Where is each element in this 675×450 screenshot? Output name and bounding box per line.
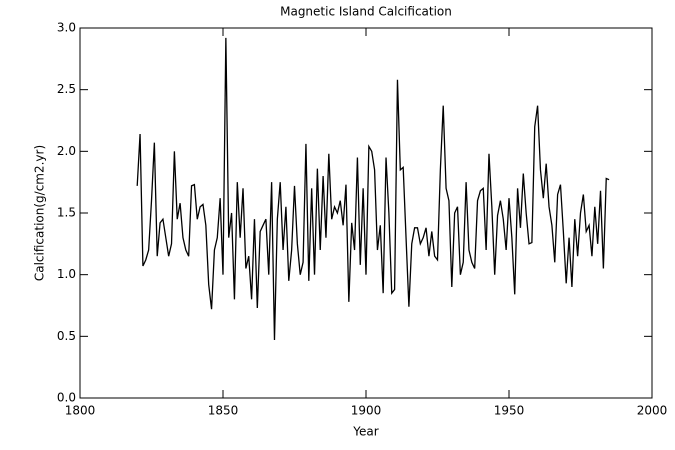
y-tick-label: 3.0	[57, 21, 76, 35]
data-line	[136, 37, 610, 341]
y-tick-label: 1.5	[57, 206, 76, 220]
chart-title: Magnetic Island Calcification	[280, 5, 452, 19]
y-tick-label: 0.0	[57, 391, 76, 405]
y-tick-label: 2.0	[57, 144, 76, 158]
plot-frame	[79, 27, 653, 399]
y-axis-label: Calcification(g/cm2.yr)	[33, 145, 47, 281]
x-tick-label: 1950	[494, 404, 525, 418]
x-tick-label: 1850	[208, 404, 239, 418]
y-tick-label: 2.5	[57, 82, 76, 96]
y-tick-label: 0.5	[57, 329, 76, 343]
y-tick-label: 1.0	[57, 267, 76, 281]
x-axis-label: Year	[352, 425, 378, 439]
x-tick-label: 1900	[351, 404, 382, 418]
x-tick-label: 1800	[65, 404, 96, 418]
x-tick-label: 2000	[637, 404, 668, 418]
